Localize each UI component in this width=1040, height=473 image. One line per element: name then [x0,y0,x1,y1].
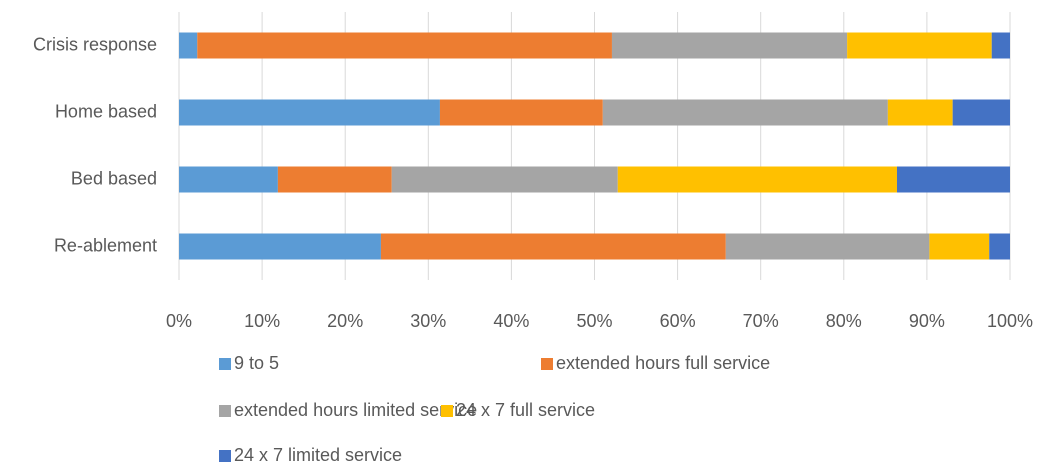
bar-segment [725,233,930,260]
x-tick-label: 50% [576,311,612,331]
legend-label: extended hours limited service [234,400,477,420]
x-tick-label: 0% [166,311,192,331]
y-tick-label: Bed based [71,168,157,188]
bar-segment [380,233,726,260]
bar-segment [887,99,953,126]
bar-segment [991,32,1010,59]
legend-label: 24 x 7 limited service [234,445,402,465]
x-tick-label: 20% [327,311,363,331]
bar-segment [847,32,992,59]
x-tick-label: 60% [660,311,696,331]
legend-label: 9 to 5 [234,353,279,373]
x-tick-label: 40% [493,311,529,331]
x-tick-label: 100% [987,311,1033,331]
legend-label: extended hours full service [556,353,770,373]
y-tick-label: Crisis response [33,34,157,54]
legend-swatch [219,358,231,370]
legend-swatch [219,450,231,462]
x-tick-label: 80% [826,311,862,331]
legend-label: 24 x 7 full service [456,400,595,420]
x-tick-label: 90% [909,311,945,331]
x-tick-label: 70% [743,311,779,331]
legend-swatch [219,405,231,417]
bar-segment [179,32,198,59]
bar-segment [391,166,618,193]
bar-segment [989,233,1010,260]
bar-segment [929,233,990,260]
bar-segment [439,99,603,126]
bar-segment [602,99,888,126]
x-tick-label: 30% [410,311,446,331]
y-tick-label: Home based [55,101,157,121]
bar-segment [617,166,897,193]
y-tick-label: Re-ablement [54,235,157,255]
bar-segment [197,32,612,59]
bar-segment [179,233,381,260]
legend-swatch [541,358,553,370]
legend-swatch [441,405,453,417]
bar-segment [277,166,392,193]
bar-segment [952,99,1010,126]
x-tick-label: 10% [244,311,280,331]
bar-segment [179,99,440,126]
bar-segment [179,166,278,193]
bar-segment [896,166,1010,193]
bar-segment [611,32,848,59]
